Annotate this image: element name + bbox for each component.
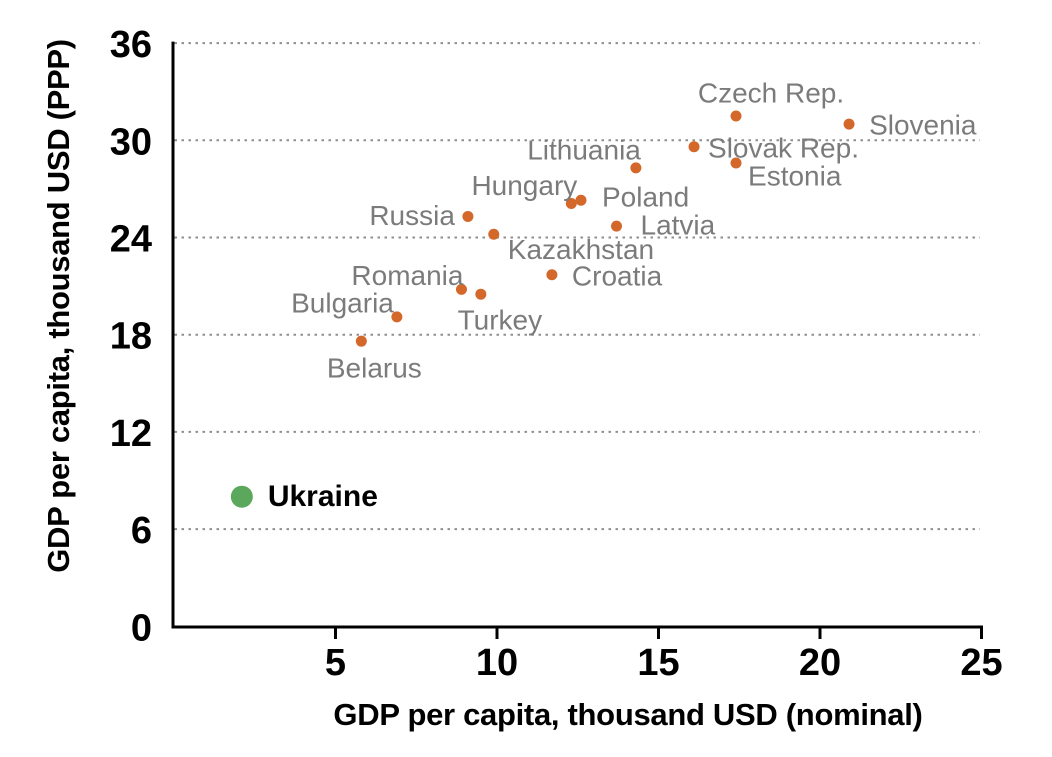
point-label-ukraine: Ukraine xyxy=(268,480,378,513)
point-label-slovak-rep: Slovak Rep. xyxy=(708,132,859,163)
point-latvia xyxy=(611,220,623,232)
point-label-latvia: Latvia xyxy=(641,210,716,241)
point-label-czech-rep: Czech Rep. xyxy=(698,78,844,109)
x-tick-label-15: 15 xyxy=(637,642,679,684)
point-bulgaria xyxy=(391,311,403,323)
point-label-russia: Russia xyxy=(369,200,455,231)
point-label-kazakhstan: Kazakhstan xyxy=(508,234,654,265)
y-tick-label-18: 18 xyxy=(110,316,152,358)
point-label-belarus: Belarus xyxy=(327,353,422,384)
point-ukraine xyxy=(230,485,253,508)
y-axis-title: GDP per capita, thousand USD (PPP) xyxy=(41,39,76,573)
point-russia xyxy=(462,210,474,222)
point-romania xyxy=(455,283,467,295)
y-tick-label-12: 12 xyxy=(110,413,152,455)
point-hungary xyxy=(565,197,577,209)
point-poland xyxy=(575,194,587,206)
point-label-lithuania: Lithuania xyxy=(527,134,641,165)
y-tick-label-30: 30 xyxy=(110,121,152,163)
y-tick-label-36: 36 xyxy=(110,24,152,66)
y-tick-label-6: 6 xyxy=(131,510,152,552)
y-tick-label-24: 24 xyxy=(110,219,152,261)
x-axis-title: GDP per capita, thousand USD (nominal) xyxy=(333,697,923,732)
point-label-croatia: Croatia xyxy=(572,260,663,291)
x-tick-label-10: 10 xyxy=(476,642,518,684)
point-estonia xyxy=(730,157,742,169)
point-czech-rep xyxy=(730,110,742,122)
point-turkey xyxy=(475,288,487,300)
x-tick-label-25: 25 xyxy=(960,642,1002,684)
x-tick-label-20: 20 xyxy=(799,642,841,684)
point-label-romania: Romania xyxy=(351,260,463,291)
point-label-turkey: Turkey xyxy=(458,305,543,336)
point-label-estonia: Estonia xyxy=(748,160,842,191)
y-tick-label-0: 0 xyxy=(131,607,152,649)
point-kazakhstan xyxy=(488,228,500,240)
point-label-hungary: Hungary xyxy=(471,170,577,201)
point-belarus xyxy=(355,335,367,347)
point-slovak-rep xyxy=(688,141,700,153)
point-label-bulgaria: Bulgaria xyxy=(291,287,394,318)
point-slovenia xyxy=(843,118,855,130)
point-label-poland: Poland xyxy=(602,182,689,213)
point-lithuania xyxy=(630,162,642,174)
point-label-slovenia: Slovenia xyxy=(869,110,977,141)
x-tick-label-5: 5 xyxy=(325,642,346,684)
point-croatia xyxy=(546,269,558,281)
